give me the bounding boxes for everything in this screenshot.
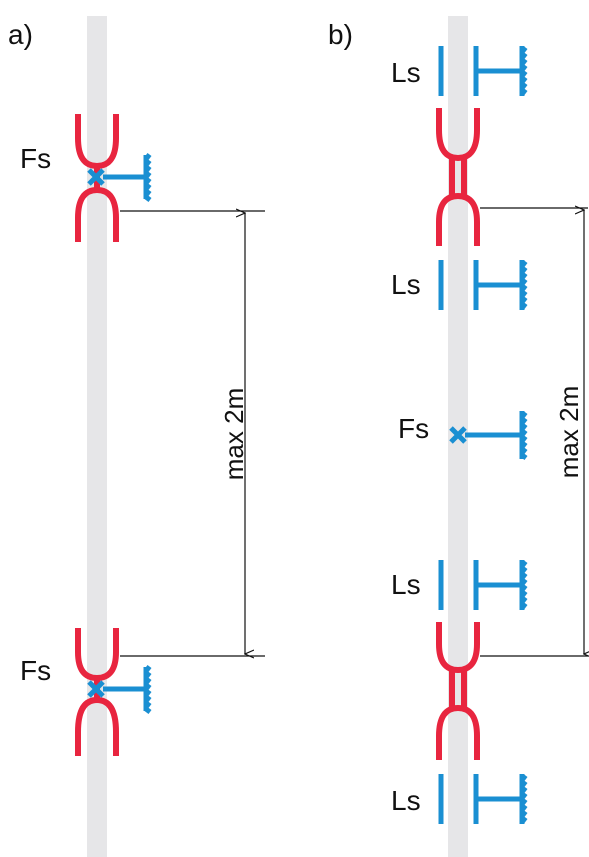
panel-a-label: a) (8, 19, 33, 50)
fixed-support-b-label: Fs (398, 413, 429, 444)
fixed-support-b (449, 411, 528, 460)
loose-support-b-1-label: Ls (391, 57, 421, 88)
loose-support-b-3-label: Ls (391, 569, 421, 600)
loose-support-b-2-label: Ls (391, 269, 421, 300)
dimension-b-label: max 2m (554, 386, 584, 478)
loose-support-b-1 (438, 46, 528, 96)
panel-b-label: b) (328, 19, 353, 50)
dimension-b (480, 208, 588, 656)
fixed-support-a-bottom-label: Fs (20, 655, 51, 686)
pipe-a (87, 16, 107, 857)
loose-support-b-4 (438, 774, 528, 824)
panel-b: b) Ls Ls (328, 16, 588, 857)
fixed-support-a-bottom (87, 665, 152, 714)
loose-support-b-3 (438, 560, 528, 610)
loose-support-b-4-label: Ls (391, 785, 421, 816)
pipe-coupling-b-bottom (436, 622, 480, 760)
dimension-a (120, 211, 265, 656)
panel-a: a) Fs Fs (8, 16, 265, 857)
fixed-support-a-top (87, 153, 152, 202)
pipe-coupling-b-top (436, 108, 480, 246)
loose-support-b-2 (438, 260, 528, 310)
fixed-support-a-top-label: Fs (20, 143, 51, 174)
dimension-a-label: max 2m (219, 388, 249, 480)
